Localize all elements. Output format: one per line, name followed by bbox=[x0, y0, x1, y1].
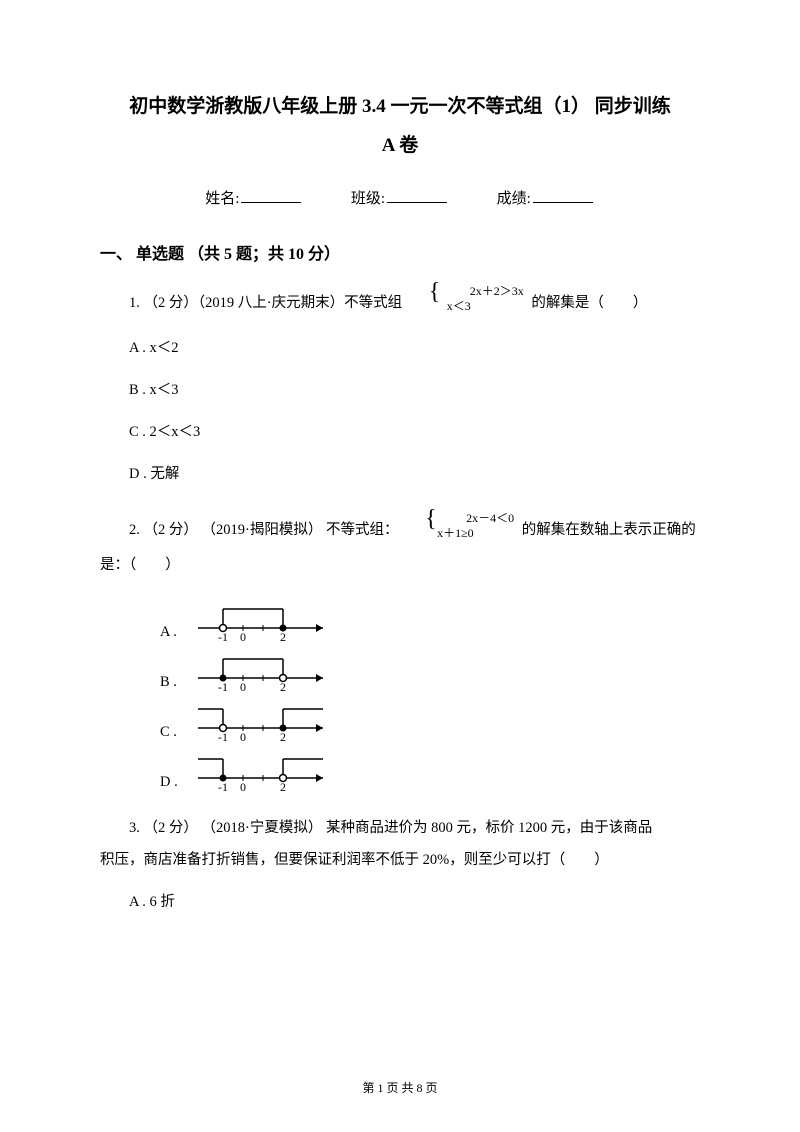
q2-optD-label: D . bbox=[160, 774, 180, 793]
q1-system: { 2x＋2＞3x x＜3 bbox=[410, 284, 524, 323]
q1-before: 1. （2 分）（2019 八上·庆元期末）不等式组 bbox=[129, 295, 402, 311]
q2-optD-row: D . -1 0 2 bbox=[160, 751, 700, 793]
page-footer: 第 1 页 共 8 页 bbox=[0, 1079, 800, 1096]
q1-optB: B . x＜3 bbox=[100, 375, 700, 407]
svg-text:-1: -1 bbox=[218, 680, 228, 693]
score-blank bbox=[533, 202, 593, 203]
question-3: 3. （2 分） （2018·宁夏模拟） 某种商品进价为 800 元，标价 12… bbox=[100, 813, 700, 845]
score-label: 成绩: bbox=[497, 191, 531, 207]
svg-text:2: 2 bbox=[280, 730, 286, 743]
info-row: 姓名: 班级: 成绩: bbox=[100, 187, 700, 208]
svg-text:0: 0 bbox=[240, 780, 246, 793]
class-label: 班级: bbox=[351, 191, 385, 207]
number-line-C: -1 0 2 bbox=[188, 701, 338, 743]
q1-after: 的解集是（ ） bbox=[531, 295, 647, 311]
page-title: 初中数学浙教版八年级上册 3.4 一元一次不等式组（1） 同步训练 bbox=[100, 90, 700, 124]
svg-text:2: 2 bbox=[280, 780, 286, 793]
name-blank bbox=[241, 202, 301, 203]
q2-after: 的解集在数轴上表示正确的 bbox=[522, 521, 696, 537]
q2-system: { 2x－4＜0 x＋1≥0 bbox=[406, 511, 514, 550]
class-blank bbox=[387, 202, 447, 203]
q2-optC-row: C . -1 0 2 bbox=[160, 701, 700, 743]
svg-text:-1: -1 bbox=[218, 730, 228, 743]
q1-optD: D . 无解 bbox=[100, 459, 700, 491]
q2-optC-label: C . bbox=[160, 724, 180, 743]
q2-cont: 是：（ ） bbox=[100, 550, 700, 582]
q2-optB-row: B . -1 0 2 bbox=[160, 651, 700, 693]
q3-optA: A . 6 折 bbox=[100, 887, 700, 919]
q2-sys2: x＋1≥0 bbox=[437, 526, 474, 540]
svg-text:0: 0 bbox=[240, 730, 246, 743]
svg-text:2: 2 bbox=[280, 680, 286, 693]
q3-text2: 积压，商店准备打折销售，但要保证利润率不低于 20%，则至少可以打（ ） bbox=[100, 845, 700, 877]
number-line-B: -1 0 2 bbox=[188, 651, 338, 693]
section-header: 一、 单选题 （共 5 题；共 10 分） bbox=[100, 240, 700, 264]
svg-text:-1: -1 bbox=[218, 630, 228, 643]
svg-text:0: 0 bbox=[240, 680, 246, 693]
number-line-options: A . -1 0 2 B . bbox=[160, 601, 700, 793]
q2-optB-label: B . bbox=[160, 674, 180, 693]
q2-optA-row: A . -1 0 2 bbox=[160, 601, 700, 643]
q2-optA-label: A . bbox=[160, 624, 180, 643]
q1-sys1: 2x＋2＞3x bbox=[470, 284, 524, 298]
name-label: 姓名: bbox=[205, 191, 239, 207]
q2-sys1: 2x－4＜0 bbox=[466, 511, 514, 525]
q1-optC: C . 2＜x＜3 bbox=[100, 417, 700, 449]
svg-text:-1: -1 bbox=[218, 780, 228, 793]
number-line-D: -1 0 2 bbox=[188, 751, 338, 793]
q1-sys2: x＜3 bbox=[447, 299, 471, 313]
svg-text:2: 2 bbox=[280, 630, 286, 643]
svg-text:0: 0 bbox=[240, 630, 246, 643]
q3-text: 3. （2 分） （2018·宁夏模拟） 某种商品进价为 800 元，标价 12… bbox=[129, 820, 652, 836]
question-2: 2. （2 分） （2019·揭阳模拟） 不等式组： { 2x－4＜0 x＋1≥… bbox=[100, 511, 700, 550]
page-subtitle: A 卷 bbox=[100, 130, 700, 157]
question-1: 1. （2 分）（2019 八上·庆元期末）不等式组 { 2x＋2＞3x x＜3… bbox=[100, 284, 700, 323]
number-line-A: -1 0 2 bbox=[188, 601, 338, 643]
q1-optA: A . x＜2 bbox=[100, 333, 700, 365]
q2-before: 2. （2 分） （2019·揭阳模拟） 不等式组： bbox=[129, 521, 398, 537]
